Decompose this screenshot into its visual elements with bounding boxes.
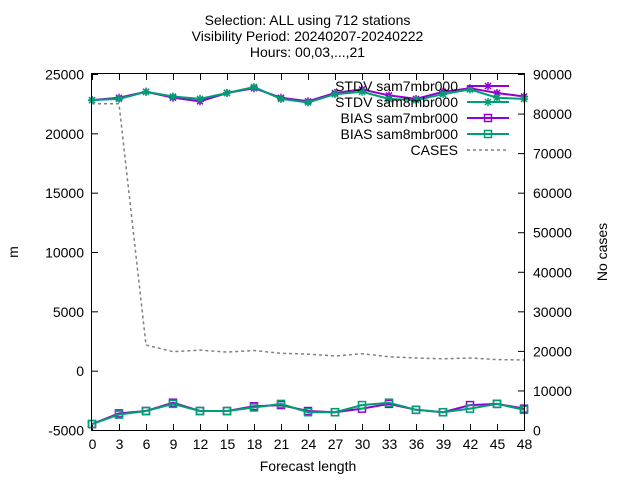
chart-title-line-2: Visibility Period: 20240207-20240222 [191, 28, 424, 44]
x-tick-label: 9 [170, 436, 178, 452]
data-point [358, 87, 366, 96]
axis-ticks: 0 3 6 9 12 15 18 21 24 27 30 33 36 39 42 45 48-500005000… [45, 67, 572, 453]
x-axis-label: Forecast length [260, 458, 357, 474]
data-point [357, 400, 367, 410]
legend-label: BIAS sam8mbr000 [341, 126, 459, 142]
series-2 [87, 398, 529, 429]
x-tick-label: 0 [89, 436, 97, 452]
data-point [168, 399, 178, 409]
data-point [142, 87, 150, 96]
data-point [493, 88, 501, 97]
data-point [439, 90, 447, 99]
y-axis-label: m [5, 246, 21, 258]
data-point [331, 90, 339, 99]
y-tick-label: 20000 [45, 126, 84, 142]
x-tick-label: 12 [193, 436, 209, 452]
data-point [384, 398, 394, 407]
y2-tick-label: 30000 [533, 304, 572, 320]
y-tick-label: 0 [76, 363, 84, 379]
x-tick-label: 48 [517, 436, 533, 452]
data-point [169, 92, 177, 101]
y2-tick-label: 40000 [533, 264, 572, 280]
y-tick-label: 5000 [53, 304, 84, 320]
x-tick-label: 39 [436, 436, 452, 452]
plot-frame [91, 73, 525, 431]
y2-tick-label: 80000 [533, 106, 572, 122]
y-tick-label: 10000 [45, 245, 84, 261]
y2-tick-label: 60000 [533, 185, 572, 201]
y-tick-label: -5000 [48, 423, 84, 439]
data-point [277, 94, 285, 103]
data-point [195, 406, 205, 416]
x-tick-label: 3 [116, 436, 124, 452]
data-point [303, 407, 313, 417]
data-point [466, 85, 474, 94]
data-point [249, 403, 259, 412]
series-lines [87, 83, 529, 429]
series-line [91, 401, 525, 426]
x-tick-label: 42 [463, 436, 479, 452]
y2-tick-label: 10000 [533, 383, 572, 399]
chart-title-line-3: Hours: 00,03,...,21 [249, 44, 366, 60]
x-tick-label: 30 [355, 436, 371, 452]
series-4 [92, 102, 525, 361]
legend-marker [483, 129, 493, 139]
data-point [115, 94, 123, 103]
x-tick-label: 45 [490, 436, 506, 452]
legend-marker [484, 98, 492, 106]
y2-tick-label: 90000 [533, 67, 572, 83]
legend-label: STDV sam8mbr000 [335, 94, 458, 110]
data-point [493, 93, 501, 102]
x-tick-label: 21 [274, 436, 290, 452]
data-point [330, 407, 340, 417]
series-3 [87, 398, 529, 429]
data-point [465, 404, 475, 413]
x-tick-label: 15 [220, 436, 236, 452]
y2-tick-label: 50000 [533, 225, 572, 241]
data-point [114, 410, 124, 419]
legend-label: CASES [411, 142, 458, 158]
legend-marker [484, 82, 492, 90]
y-tick-label: 25000 [45, 67, 84, 83]
series-1 [88, 83, 528, 107]
y-tick-label: 15000 [45, 185, 84, 201]
chart-title-line-1: Selection: ALL using 712 stations [204, 12, 411, 28]
y2-tick-label: 0 [533, 423, 541, 439]
legend-label: STDV sam7mbr000 [335, 78, 458, 94]
data-point [141, 406, 151, 416]
data-point [250, 83, 258, 92]
data-point [304, 98, 312, 107]
data-point [492, 399, 502, 409]
x-tick-label: 27 [328, 436, 344, 452]
data-point [411, 405, 421, 415]
data-point [222, 406, 232, 416]
legend-label: BIAS sam7mbr000 [341, 110, 459, 126]
x-tick-label: 24 [301, 436, 317, 452]
x-tick-label: 33 [382, 436, 398, 452]
y2-tick-label: 70000 [533, 146, 572, 162]
y2-axis-label: No cases [594, 223, 610, 281]
data-point [223, 88, 231, 97]
series-line [92, 102, 525, 361]
x-tick-label: 6 [143, 436, 151, 452]
data-point [196, 94, 204, 103]
series-line [91, 401, 525, 426]
data-point [412, 96, 420, 105]
y2-tick-label: 20000 [533, 343, 572, 359]
data-point [438, 407, 448, 417]
data-point [276, 399, 286, 409]
x-tick-label: 36 [409, 436, 425, 452]
data-point [385, 94, 393, 103]
legend-marker [483, 113, 493, 123]
x-tick-label: 18 [247, 436, 263, 452]
